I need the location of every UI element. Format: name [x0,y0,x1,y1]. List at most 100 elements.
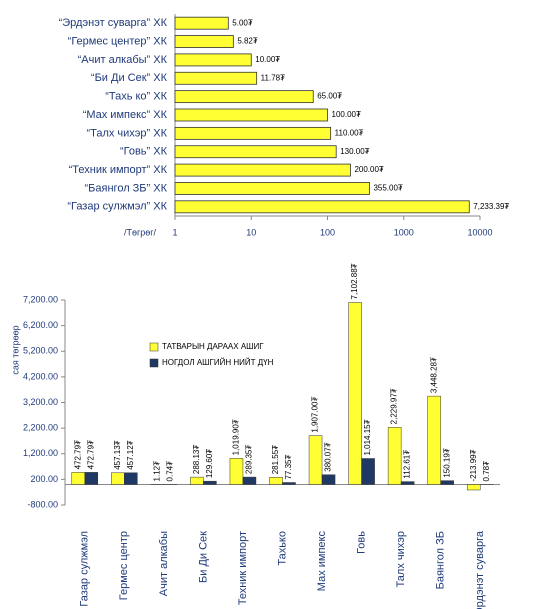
y-tick-label: 1,200.00 [23,448,58,458]
value-label: 1,014.15₮ [363,419,372,455]
y-axis-label: сая төгрөөр [10,325,20,374]
category-label: Би Ди Сек [197,531,209,583]
category-label: Тахько [276,531,288,566]
value-label: 112.61₮ [403,450,412,479]
bar [174,163,351,177]
bar [174,16,229,30]
bar [308,435,323,485]
value-label: 1,019.90₮ [232,419,241,455]
bar [321,474,336,485]
value-label: 472.79₮ [86,440,95,469]
value-label: 380.07₮ [324,442,333,471]
value-label: 457.13₮ [113,440,122,469]
category-label: “Эрдэнэт суварга” ХК [59,17,168,29]
value-label: 1.12₮ [152,461,161,482]
category-label: Техник импорт [237,531,249,605]
bar [174,126,332,140]
y-tick-label: -800.00 [27,499,58,509]
value-label: 457.12₮ [126,440,135,469]
bar [282,482,296,485]
x-tick-label: 1000 [394,227,414,237]
value-label: 5.82₮ [237,37,258,46]
bar [71,472,86,485]
bar [400,481,415,485]
bar [84,472,99,485]
value-label: 10.00₮ [255,55,280,64]
value-label: 7,102.88₮ [350,263,359,299]
value-label: 7,233.39₮ [473,202,509,211]
bar [174,53,252,67]
value-label: 11.78₮ [261,73,285,82]
category-label: Газар сулжмэл [79,531,91,607]
value-label: 0.78₮ [482,461,491,482]
legend-swatch [149,342,159,352]
category-label: Мах импекс [316,531,328,592]
value-label: 100.00₮ [332,110,361,119]
category-label: “Техник импорт” ХК [69,164,168,176]
bar [174,35,234,48]
category-label: “Газар сулжмэл” ХК [67,201,167,213]
value-label: 110.00₮ [335,128,364,137]
value-label: 150.19₮ [442,448,451,477]
value-label: 130.00₮ [340,147,369,156]
x-axis-label: /Төгрөг/ [124,227,157,237]
category-label: “Би Ди Сек” ХК [91,72,168,84]
value-label: 281.55₮ [271,445,280,474]
bar [387,427,402,485]
bar [229,458,244,485]
bar [466,484,481,491]
bar [174,200,470,214]
bar [111,472,125,485]
y-tick-label: 6,200.00 [23,320,58,330]
bar [348,302,362,485]
category-label: “Гермес центер” ХК [68,35,168,47]
legend-swatch [149,358,159,368]
bar [174,182,370,195]
value-label: 77.35₮ [284,454,293,479]
value-label: 5.00₮ [232,18,253,27]
x-tick-label: 10 [246,227,256,237]
category-label: “Говь” ХК [120,146,168,158]
x-tick-label: 100 [320,227,335,237]
value-label: -213.99₮ [469,449,478,481]
value-label: 472.79₮ [73,440,82,469]
x-tick-label: 1 [172,227,177,237]
bar [174,71,258,85]
value-label: 355.00₮ [373,184,402,193]
category-label: Баянгол ЗБ [435,531,447,589]
y-tick-label: 4,200.00 [23,371,58,381]
value-label: 1,907.00₮ [311,396,320,432]
y-tick-label: 3,200.00 [23,397,58,407]
bar [190,476,204,485]
bar [174,90,314,104]
category-label: “Тахь ко” ХК [105,91,167,103]
value-label: 288.13₮ [192,445,201,474]
value-label: 2,229.97₮ [390,388,399,424]
bar [269,477,283,485]
y-tick-label: 200.00 [30,474,58,484]
value-label: 289.35₮ [245,445,254,474]
y-tick-label: 5,200.00 [23,346,58,356]
x-tick-label: 10000 [467,227,492,237]
bar [124,472,138,485]
value-label: 129.60₮ [205,449,214,478]
bar [242,476,257,485]
bar [440,480,454,485]
category-label: “Ачит алкабы” ХК [78,54,168,66]
bar [174,108,328,122]
value-label: 0.74₮ [165,461,174,482]
y-tick-label: 2,200.00 [23,423,58,433]
y-tick-label: 7,200.00 [23,294,58,304]
bar [361,458,375,485]
value-label: 200.00₮ [354,165,383,174]
category-label: Талх чихэр [395,531,407,587]
legend-label: ТАТВАРЫН ДАРААХ АШИГ [162,342,264,351]
category-label: “Талх чихэр” ХК [86,127,167,139]
bar [203,480,217,485]
category-label: “Мах импекс” ХК [83,109,168,121]
value-label: 65.00₮ [317,92,342,101]
value-label: 3,448.28₮ [429,357,438,393]
category-label: Гермес центр [118,531,130,600]
